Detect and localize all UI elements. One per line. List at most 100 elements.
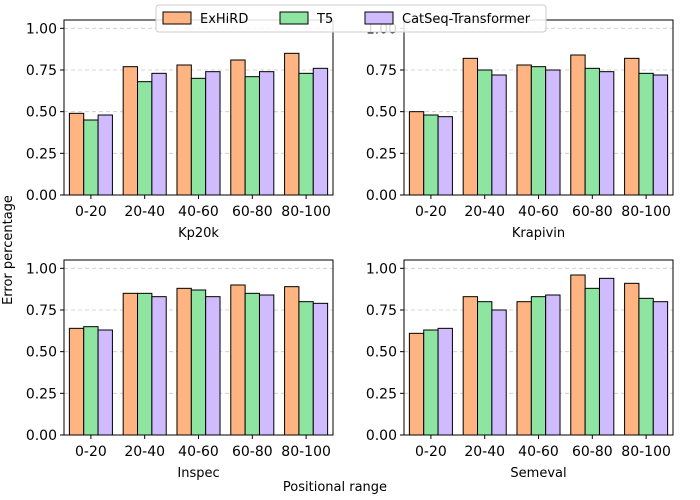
x-tick-label: 40-60 [178,444,219,460]
x-tick-label: 0-20 [75,444,107,460]
bar-catseq-transformer-60-80 [598,71,615,196]
bar-catseq-transformer-60-80 [258,71,275,196]
x-tick-label: 80-100 [281,204,331,220]
bar-catseq-transformer-80-100 [652,74,669,196]
bar-exhird-20-40 [122,66,139,196]
x-tick-label: 20-40 [464,444,505,460]
supxlabel: Positional range [283,480,387,495]
bar-catseq-transformer-40-60 [205,296,221,436]
x-tick-label: 40-60 [518,444,559,460]
bar-t5-0-20 [83,326,99,436]
y-tick-label: 0.00 [26,188,57,204]
legend-swatch-t5 [279,11,309,25]
x-tick-label: 80-100 [621,204,671,220]
x-tick-label: 20-40 [124,204,165,220]
y-tick-label: 1.00 [26,261,57,277]
y-tick-label: 0.25 [366,146,397,162]
bar-t5-20-40 [477,69,493,196]
bar-exhird-80-100 [284,286,300,436]
legend-swatch-catseq-transformer [364,11,394,25]
legend-swatch-exhird [162,11,192,25]
bar-t5-40-60 [190,77,207,196]
x-tick-label: 20-40 [464,204,505,220]
bar-catseq-transformer-40-60 [545,294,561,436]
supylabel: Error percentage [1,195,16,305]
bar-t5-0-20 [83,119,99,196]
x-tick-label: 80-100 [621,444,671,460]
bar-t5-60-80 [584,67,600,196]
x-tick-label: 60-80 [232,444,273,460]
subplot-xlabel: Semeval [510,466,566,481]
legend-label-t5: T5 [316,12,333,27]
bar-exhird-20-40 [462,57,479,196]
bar-catseq-transformer-0-20 [437,327,453,436]
bar-catseq-transformer-0-20 [97,114,113,196]
bar-catseq-transformer-40-60 [545,69,561,196]
x-tick-label: 0-20 [415,204,447,220]
legend-frame [155,4,547,33]
bar-exhird-60-80 [230,59,246,196]
bar-exhird-0-20 [408,332,425,436]
y-tick-label: 0.75 [366,63,397,79]
x-tick-label: 60-80 [572,444,613,460]
bar-catseq-transformer-0-20 [97,329,113,436]
y-tick-label: 1.00 [366,261,397,277]
subplot-kp20k: 0.00 0.25 0.50 0.75 1.00 0-20 20-40 40-60 60-80 8… [26,19,334,241]
y-tick-label: 0.75 [26,63,57,79]
bar-catseq-transformer-20-40 [491,309,507,436]
x-tick-label: 80-100 [281,444,331,460]
bar-exhird-0-20 [68,112,85,196]
bar-exhird-20-40 [122,292,139,436]
bar-catseq-transformer-80-100 [312,67,329,196]
bar-t5-40-60 [530,296,547,436]
bar-exhird-0-20 [68,327,85,436]
subplot-xlabel: Inspec [177,466,219,481]
bar-t5-60-80 [244,292,260,436]
bar-catseq-transformer-40-60 [205,71,221,196]
y-tick-label: 0.00 [366,188,397,204]
bar-t5-40-60 [530,66,547,196]
subplot-grid: 0.00 0.25 0.50 0.75 1.00 0-20 20-40 40-60 60-80 8… [26,19,674,481]
bar-t5-20-40 [137,81,153,196]
bar-catseq-transformer-60-80 [598,277,615,436]
subplot-inspec: 0.00 0.25 0.50 0.75 1.00 0-20 20-40 40-60 60-80 8… [26,259,334,481]
y-tick-label: 1.00 [26,21,57,37]
bar-exhird-80-100 [624,57,640,196]
y-tick-label: 0.50 [26,105,57,121]
bar-exhird-0-20 [408,111,425,196]
x-tick-label: 40-60 [178,204,219,220]
bar-exhird-40-60 [516,64,532,196]
bar-t5-40-60 [190,289,207,436]
y-tick-label: 0.75 [26,303,57,319]
bar-exhird-20-40 [462,296,479,436]
y-tick-label: 0.00 [366,428,397,444]
bar-catseq-transformer-60-80 [258,294,275,436]
y-tick-label: 0.25 [366,386,397,402]
y-tick-label: 0.50 [26,345,57,361]
y-tick-label: 0.75 [366,303,397,319]
legend: ExHiRD T5 CatSeq-Transformer [155,4,547,33]
y-tick-label: 0.50 [366,105,397,121]
bar-exhird-60-80 [230,284,246,436]
bar-catseq-transformer-80-100 [312,302,329,436]
bar-catseq-transformer-20-40 [491,74,507,196]
bar-t5-0-20 [423,329,439,436]
bar-t5-20-40 [477,301,493,436]
bar-t5-20-40 [137,292,153,436]
x-tick-label: 60-80 [572,204,613,220]
subplot-krapivin: 0.000.250.500.751.000-2020-4040-6060-808… [366,19,674,241]
subplot-xlabel: Krapivin [512,226,565,241]
bar-exhird-60-80 [570,54,586,196]
bar-exhird-40-60 [176,287,192,436]
bar-exhird-80-100 [284,52,300,196]
bar-t5-60-80 [584,287,600,436]
bar-t5-80-100 [638,297,654,436]
bar-t5-80-100 [298,72,314,196]
bar-exhird-60-80 [570,274,586,436]
legend-label-exhird: ExHiRD [200,12,248,27]
bar-exhird-40-60 [516,301,532,436]
subplot-semeval: 0.00 0.25 0.50 0.75 1.00 0-20 20-40 40-60 60-80 8… [366,259,674,481]
x-tick-label: 60-80 [232,204,273,220]
bar-catseq-transformer-20-40 [151,72,167,196]
